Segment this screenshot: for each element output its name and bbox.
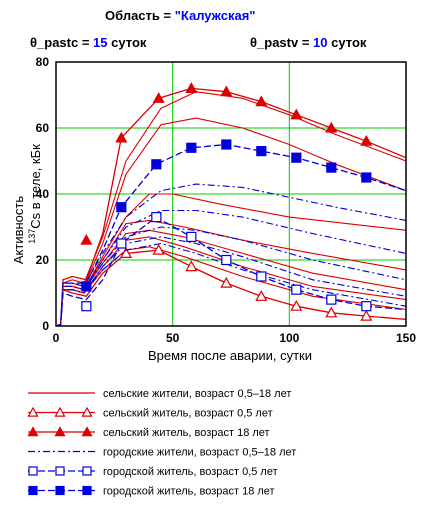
data-point [255, 95, 268, 107]
x-tick-label: 150 [396, 331, 416, 345]
legend-label: городской житель, возраст 18 лет [103, 486, 275, 498]
series-line [55, 216, 407, 327]
y-tick-label: 40 [36, 187, 50, 201]
y-tick-label: 60 [36, 121, 50, 135]
data-point [28, 485, 38, 496]
data-point [291, 284, 302, 295]
ticks: 0 50 100 150 0 20 40 60 80 [36, 55, 417, 345]
data-point [82, 466, 92, 476]
data-point [220, 276, 233, 288]
data-point [185, 82, 198, 94]
y-axis-label-outer: Активность [11, 196, 26, 264]
data-point [326, 294, 337, 305]
data-point [54, 426, 66, 437]
legend: сельские жители, возраст 0,5–18 лет сельс… [27, 388, 296, 498]
data-point [361, 172, 372, 183]
data-point [81, 281, 92, 292]
theta-v-value: 10 [313, 35, 328, 50]
y-tick-label: 80 [36, 55, 50, 69]
data-point [152, 243, 165, 255]
x-tick-label: 0 [53, 331, 60, 345]
data-point [186, 142, 197, 153]
series-line [55, 91, 407, 327]
data-point [119, 247, 133, 258]
data-point [185, 260, 198, 272]
y-axis-label: 137Cs в теле, кБк [27, 144, 43, 244]
theta-c-value: 15 [93, 35, 108, 50]
series-1 [55, 91, 407, 327]
data-point [116, 238, 127, 249]
data-point [151, 159, 162, 170]
region-value: "Калужская" [174, 8, 256, 23]
data-point [291, 152, 302, 163]
data-point [290, 108, 303, 120]
series-6 [55, 139, 407, 327]
data-point [82, 485, 92, 496]
series-3 [55, 82, 407, 327]
legend-label: городские жители, возраст 0,5–18 лет [103, 447, 296, 459]
plot-frame [55, 61, 407, 327]
legend-item: сельские жители, возраст 0,5–18 лет [28, 388, 291, 400]
region-title: Область = "Калужская" [105, 8, 255, 23]
y-axis-label-superscript: 137 [27, 229, 37, 244]
data-point [290, 299, 303, 311]
legend-item: сельский житель, возраст 18 лет [27, 426, 270, 439]
data-point [151, 212, 162, 223]
theta-v-param: θ_pastv = 10 суток [250, 35, 366, 50]
legend-label: сельский житель, возраст 18 лет [103, 427, 270, 439]
data-point [27, 406, 39, 417]
theta-c-unit: суток [111, 35, 147, 50]
region-label: Область = [105, 8, 175, 23]
data-point [54, 406, 66, 417]
data-point [256, 146, 267, 157]
legend-label: сельский житель, возраст 0,5 лет [103, 408, 273, 420]
legend-label: городской житель, возраст 0,5 лет [103, 466, 278, 478]
data-point [326, 162, 337, 173]
data-point [27, 426, 39, 437]
data-point [116, 202, 127, 213]
theta-v-unit: суток [331, 35, 367, 50]
data-point [325, 306, 338, 318]
data-point [28, 466, 38, 476]
legend-item: городской житель, возраст 0,5 лет [28, 466, 278, 478]
data-point [55, 466, 65, 476]
data-point [325, 121, 338, 133]
legend-item: сельский житель, возраст 0,5 лет [27, 406, 273, 420]
data-point [220, 85, 233, 97]
data-point [81, 301, 92, 312]
series-layer [55, 82, 407, 327]
theta-c-param: θ_pastc = 15 суток [30, 35, 146, 50]
data-point [80, 233, 93, 245]
series-line [55, 143, 407, 327]
data-point [361, 301, 372, 312]
data-point [221, 254, 232, 266]
theta-v-label: θ_pastv = [250, 35, 314, 50]
series-5 [55, 212, 407, 327]
data-point [115, 131, 128, 143]
y-tick-label: 20 [36, 253, 50, 267]
x-tick-label: 100 [279, 331, 299, 345]
legend-item: городской житель, возраст 18 лет [28, 486, 275, 498]
data-point [152, 92, 165, 103]
legend-item: городские жители, возраст 0,5–18 лет [28, 447, 296, 459]
data-point [81, 406, 93, 417]
data-point [255, 290, 268, 301]
data-point [221, 139, 232, 150]
legend-label: сельские жители, возраст 0,5–18 лет [103, 388, 291, 400]
x-axis-label: Время после аварии, сутки [148, 348, 312, 363]
y-axis-label-main: Cs в теле, кБк [28, 144, 43, 229]
series-2 [55, 243, 407, 327]
series-line [55, 226, 407, 327]
data-point [81, 426, 93, 437]
y-tick-label: 0 [42, 319, 49, 333]
data-point [360, 134, 373, 146]
data-point [256, 271, 267, 282]
data-point [360, 309, 373, 321]
x-tick-label: 50 [166, 331, 180, 345]
theta-c-label: θ_pastc = [30, 35, 94, 50]
data-point [186, 231, 197, 242]
series-line [55, 87, 407, 327]
data-point [55, 485, 65, 496]
